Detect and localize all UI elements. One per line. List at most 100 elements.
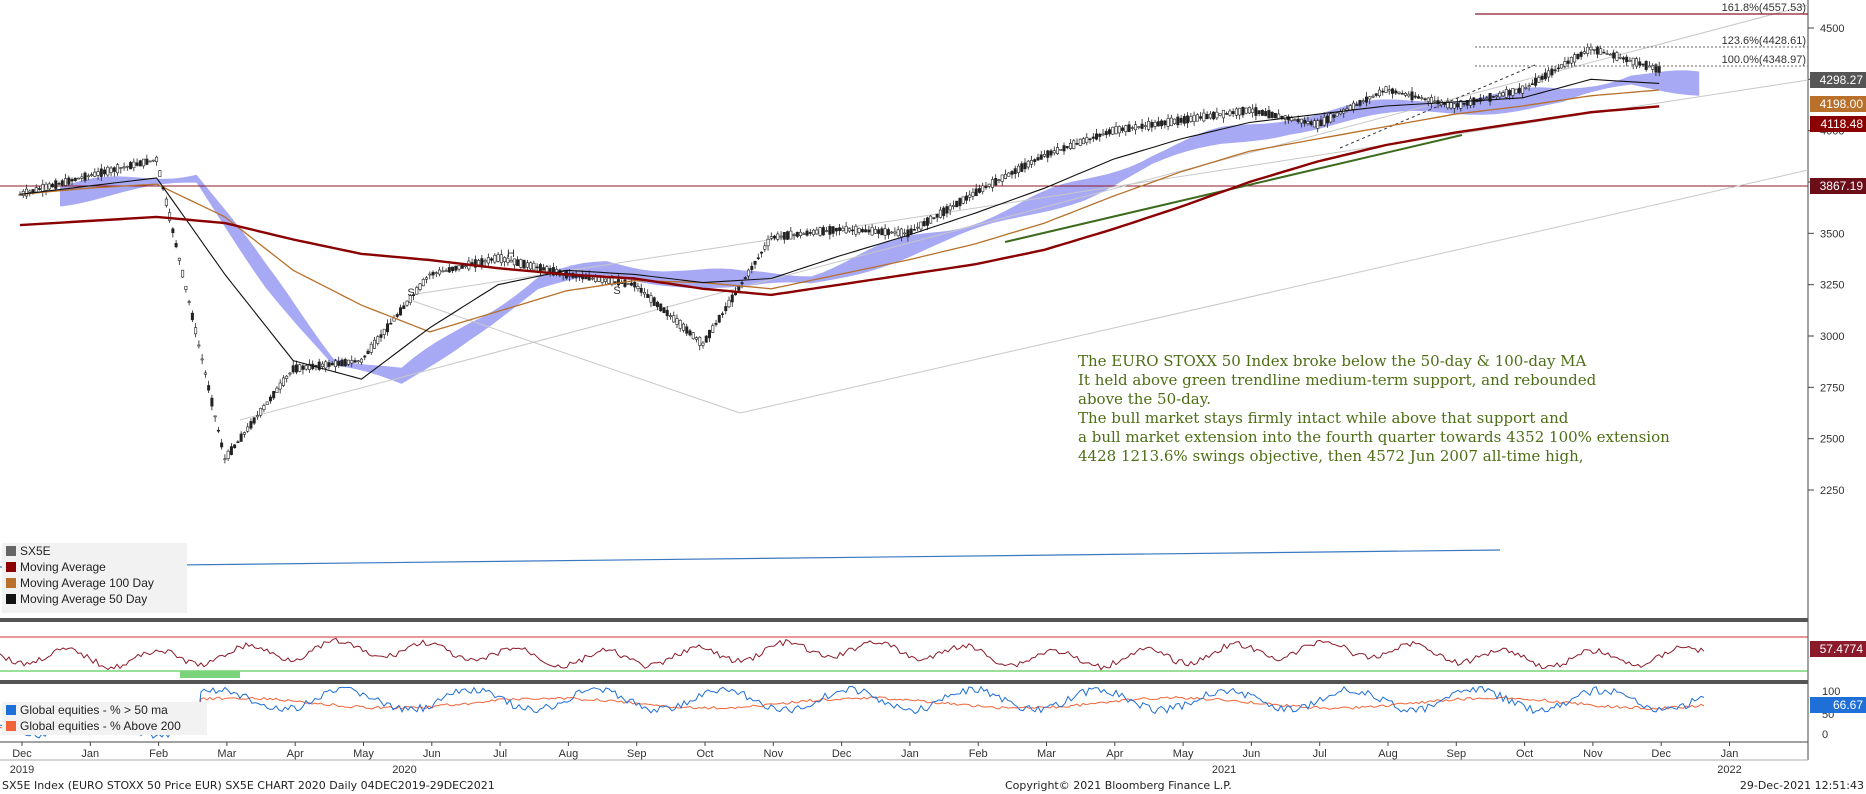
candle-body	[925, 217, 929, 226]
candle-body	[412, 294, 416, 296]
candle-body	[90, 174, 94, 176]
candle-body	[795, 231, 799, 237]
candle-body	[57, 183, 61, 185]
rsi-panel: 57.4774	[0, 636, 1866, 678]
candle-body	[1186, 115, 1190, 124]
candle-body	[1160, 120, 1164, 127]
annotation-line: The EURO STOXX 50 Index broke below the …	[1078, 352, 1587, 370]
support-trendline	[0, 549, 1501, 568]
candle-body	[603, 278, 607, 282]
candle-body	[28, 190, 32, 193]
candle-body	[1121, 127, 1125, 131]
legend-item[interactable]: Moving Average 50 Day	[2, 591, 187, 607]
candle-body	[847, 228, 851, 232]
legend-label: Global equities - % Above 200	[20, 719, 181, 733]
candle-body	[899, 228, 903, 238]
candle-body	[93, 171, 97, 177]
candle-body	[350, 360, 354, 364]
candle-body	[86, 175, 90, 178]
candle-body	[873, 229, 877, 234]
candle-body	[831, 226, 835, 234]
candle-body	[353, 360, 357, 363]
legend-item[interactable]: Moving Average 100 Day	[2, 575, 187, 591]
candle-body	[896, 229, 900, 237]
candle-body	[1104, 131, 1108, 135]
candle-body	[1316, 120, 1320, 129]
pattern-label: S	[613, 285, 620, 297]
candle-body	[301, 365, 305, 370]
legend-item[interactable]: SX5E	[2, 543, 187, 559]
candle-body	[987, 183, 991, 187]
candle-body	[906, 229, 910, 238]
candle-body	[1498, 92, 1502, 98]
candle-body	[1621, 57, 1625, 60]
legend-item[interactable]: Moving Average	[2, 559, 187, 575]
candle-body	[1238, 107, 1242, 116]
candle-body	[1130, 127, 1134, 129]
candle-body	[867, 229, 871, 233]
x-tick-label: Jun	[1243, 748, 1261, 760]
candle-body	[512, 258, 516, 266]
panel-divider	[0, 680, 1808, 684]
candle-body	[916, 226, 920, 229]
candle-body	[1043, 154, 1047, 157]
candle-body	[359, 358, 363, 363]
candle-body	[431, 271, 435, 276]
candle-body	[1114, 126, 1118, 135]
candle-body	[1020, 163, 1024, 172]
candle-body	[1631, 57, 1635, 66]
candle-body	[958, 198, 962, 206]
candle-body	[1140, 123, 1144, 129]
candle-body	[47, 183, 51, 190]
candle-body	[974, 188, 978, 197]
candle-body	[1371, 95, 1375, 98]
candle-body	[1221, 109, 1225, 119]
candle-body	[233, 444, 237, 449]
candle-body	[317, 361, 321, 370]
pattern-label: S	[407, 287, 414, 299]
candle-body	[1608, 53, 1612, 56]
candle-body	[249, 421, 253, 429]
x-axis-ticks: Dec Jan Feb Mar Apr May Jun Jul Aug Sep Oct Nov Dec J…	[10, 742, 1742, 776]
candle-body	[756, 257, 760, 260]
candle-body	[1202, 112, 1206, 122]
candle-body	[984, 186, 988, 188]
candle-body	[694, 337, 698, 340]
candle-body	[236, 441, 240, 444]
price-badge-label: 3867.19	[1820, 179, 1864, 193]
candle-body	[1566, 60, 1570, 64]
candle-body	[1251, 108, 1255, 113]
candle-body	[1384, 86, 1388, 93]
x-tick-label: Sep	[627, 748, 647, 760]
candle-body	[681, 323, 685, 331]
candle-body	[1364, 96, 1368, 103]
annotation-line: 4428 1213.6% swings objective, then 4572…	[1078, 447, 1584, 465]
candle-body	[473, 259, 477, 268]
candle-body	[171, 228, 175, 234]
candle-body	[942, 207, 946, 217]
candle-body	[346, 359, 350, 365]
candle-body	[203, 372, 207, 375]
candle-body	[1069, 142, 1073, 149]
footer-timestamp: 29-Dec-2021 12:51:43	[1740, 779, 1864, 792]
candle-body	[1124, 125, 1128, 133]
candle-body	[626, 283, 630, 285]
candle-body	[96, 171, 100, 176]
candle-body	[1634, 58, 1638, 67]
candle-body	[1462, 102, 1466, 105]
candle-body	[428, 273, 432, 276]
candle-body	[330, 362, 334, 366]
annotation-line: The bull market stays firmly intact whil…	[1078, 409, 1569, 427]
candle-body	[1582, 51, 1586, 54]
candle-body	[1628, 60, 1632, 62]
legend-item[interactable]: Global equities - % > 50 ma	[2, 702, 207, 718]
rsi-oversold-fill	[180, 671, 240, 678]
x-tick-label: Jan	[901, 748, 919, 760]
y-tick-label: 2250	[1820, 485, 1844, 497]
y-tick-label: 3000	[1820, 331, 1844, 343]
candle-body	[506, 257, 510, 263]
legend-item[interactable]: Global equities - % Above 200	[2, 718, 207, 734]
candle-body	[854, 225, 858, 235]
candle-body	[135, 162, 139, 166]
